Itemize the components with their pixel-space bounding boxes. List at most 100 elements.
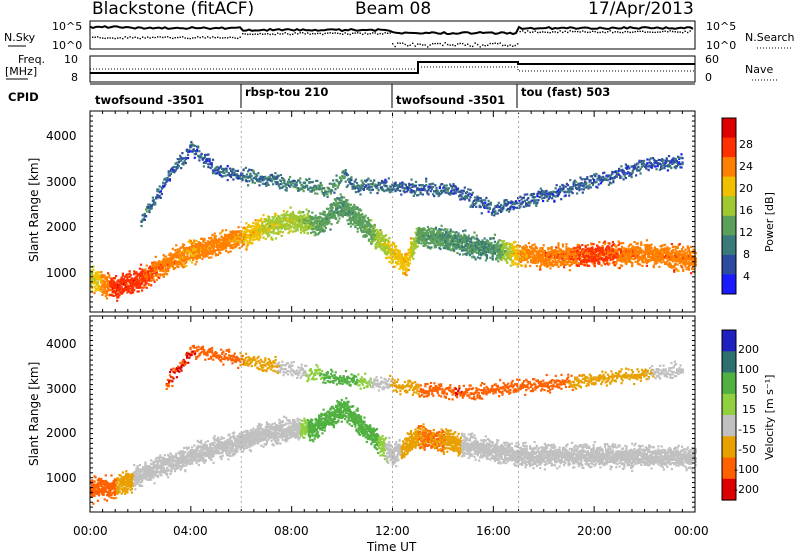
noise-sky-point bbox=[105, 38, 106, 39]
noise-sky-point bbox=[337, 33, 338, 34]
noise-sky-point bbox=[415, 45, 416, 46]
heat-cell bbox=[273, 230, 275, 232]
heat-cell bbox=[462, 236, 464, 238]
heat-cell bbox=[556, 263, 558, 265]
heat-cell bbox=[176, 249, 178, 251]
heat-cell bbox=[308, 210, 310, 212]
heat-cell bbox=[382, 235, 384, 237]
date-title: 17/Apr/2013 bbox=[588, 0, 694, 19]
noise-sky-point bbox=[335, 32, 336, 33]
freq-trace bbox=[90, 62, 695, 73]
beam-title: Beam 08 bbox=[355, 0, 431, 19]
noise-sky-point bbox=[585, 31, 586, 32]
heat-cell bbox=[439, 232, 441, 234]
heat-cell bbox=[346, 199, 348, 201]
noise-sky-point bbox=[262, 34, 263, 35]
noise-sky-point bbox=[645, 32, 646, 33]
heat-cell bbox=[377, 239, 379, 241]
heat-cell bbox=[245, 249, 247, 251]
heat-cell bbox=[576, 262, 578, 264]
heat-cell bbox=[253, 225, 255, 227]
noise-sky-point bbox=[267, 33, 268, 34]
heat-cell bbox=[151, 273, 153, 275]
heat-cell bbox=[551, 246, 553, 248]
heat-cell bbox=[484, 237, 486, 239]
heat-cell bbox=[284, 214, 286, 216]
heat-cell bbox=[357, 228, 359, 230]
heat-cell bbox=[501, 240, 503, 242]
heat-cell bbox=[380, 232, 382, 234]
heat-cell bbox=[245, 222, 247, 224]
heat-cell bbox=[325, 227, 327, 229]
heat-cell bbox=[416, 242, 418, 244]
heat-cell bbox=[594, 265, 596, 267]
noise-sky-point bbox=[660, 31, 661, 32]
noise-sky-point bbox=[142, 36, 143, 37]
noise-sky-point bbox=[417, 43, 418, 44]
heat-cell bbox=[163, 275, 165, 277]
noise-sky-point bbox=[572, 31, 573, 32]
heat-cell bbox=[405, 257, 407, 259]
heat-cell bbox=[201, 258, 203, 260]
heat-cell bbox=[608, 247, 610, 249]
heat-cell bbox=[453, 249, 455, 251]
noise-sky-point bbox=[605, 32, 606, 33]
noise-sky-point bbox=[492, 43, 493, 44]
heat-cell bbox=[445, 232, 447, 234]
heat-cell bbox=[95, 290, 97, 292]
heat-cell bbox=[104, 274, 106, 276]
noise-sky-point bbox=[280, 33, 281, 34]
heat-cell bbox=[588, 258, 590, 260]
heat-cell bbox=[273, 217, 275, 219]
heat-cell bbox=[98, 271, 100, 273]
noise-sky-point bbox=[535, 30, 536, 31]
heat-cell bbox=[408, 265, 410, 267]
heat-cell bbox=[248, 242, 250, 244]
noise-sky-point bbox=[560, 30, 561, 31]
heat-cell bbox=[612, 248, 614, 250]
heat-cell bbox=[180, 261, 182, 263]
heat-cell bbox=[343, 196, 345, 198]
heat-cell bbox=[97, 281, 99, 283]
heat-cell bbox=[165, 255, 167, 257]
heat-cell bbox=[469, 248, 471, 250]
heat-cell bbox=[260, 218, 262, 220]
heat-cell bbox=[307, 213, 309, 215]
heat-cell bbox=[578, 262, 580, 264]
noise-sky-point bbox=[235, 37, 236, 38]
heat-cell bbox=[98, 285, 100, 287]
heat-cell bbox=[146, 282, 148, 284]
heat-cell bbox=[580, 256, 582, 258]
heat-cell bbox=[353, 209, 355, 211]
heat-cell bbox=[531, 244, 533, 246]
heat-cell bbox=[412, 258, 414, 260]
heat-cell bbox=[497, 241, 499, 243]
heat-cell bbox=[210, 256, 212, 258]
noise-sky-point bbox=[577, 31, 578, 32]
noise-sky-point bbox=[352, 33, 353, 34]
heat-cell bbox=[386, 253, 388, 255]
noise-sky-point bbox=[600, 32, 601, 33]
heat-cell bbox=[388, 237, 390, 239]
heat-cell bbox=[240, 233, 242, 235]
noise-sky-point bbox=[480, 46, 481, 47]
heat-cell bbox=[290, 207, 292, 209]
heat-cell bbox=[453, 247, 455, 249]
heat-cell bbox=[411, 256, 413, 258]
noise-sky-point bbox=[607, 31, 608, 32]
noise-sky-point bbox=[635, 31, 636, 32]
heat-cell bbox=[598, 241, 600, 243]
heat-cell bbox=[306, 209, 308, 211]
cpid-row: CPID twofsound -3501 rbsp-tou 210 twofso… bbox=[8, 84, 695, 108]
heat-cell bbox=[214, 251, 216, 253]
heat-cell bbox=[180, 254, 182, 256]
noise-sky-point bbox=[677, 31, 678, 32]
noise-sky-point bbox=[182, 36, 183, 37]
noise-sky-point bbox=[242, 33, 243, 34]
noise-sky-point bbox=[610, 30, 611, 31]
heat-cell bbox=[536, 247, 538, 249]
heat-cell bbox=[462, 230, 464, 232]
heat-cell bbox=[557, 242, 559, 244]
noise-sky-point bbox=[255, 33, 256, 34]
heat-cell bbox=[138, 290, 140, 292]
